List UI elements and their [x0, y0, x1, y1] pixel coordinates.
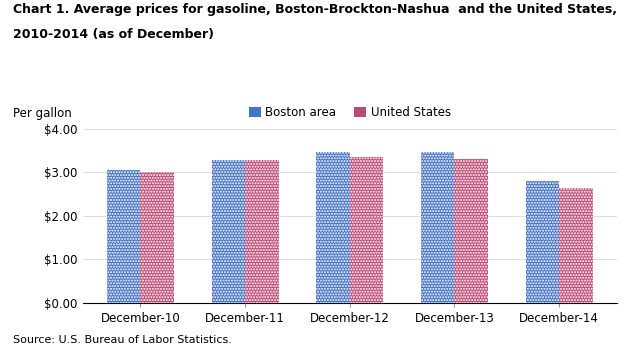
- Bar: [525, 181, 559, 303]
- Bar: [316, 152, 350, 303]
- Bar: [455, 159, 488, 303]
- Bar: [525, 181, 559, 303]
- Bar: [141, 172, 174, 303]
- Bar: [245, 160, 279, 303]
- Bar: [350, 157, 384, 303]
- Bar: [421, 152, 455, 303]
- Text: Chart 1. Average prices for gasoline, Boston-Brockton-Nashua  and the United Sta: Chart 1. Average prices for gasoline, Bo…: [13, 3, 617, 16]
- Bar: [350, 157, 384, 303]
- Text: Per gallon: Per gallon: [13, 107, 71, 120]
- Bar: [107, 169, 141, 303]
- Text: Source: U.S. Bureau of Labor Statistics.: Source: U.S. Bureau of Labor Statistics.: [13, 334, 232, 345]
- Legend: Boston area, United States: Boston area, United States: [247, 103, 453, 121]
- Bar: [559, 188, 593, 303]
- Bar: [316, 152, 350, 303]
- Bar: [559, 188, 593, 303]
- Bar: [141, 172, 174, 303]
- Bar: [245, 160, 279, 303]
- Bar: [421, 152, 455, 303]
- Bar: [212, 160, 245, 303]
- Text: 2010-2014 (as of December): 2010-2014 (as of December): [13, 28, 214, 41]
- Bar: [212, 160, 245, 303]
- Bar: [455, 159, 488, 303]
- Bar: [107, 169, 141, 303]
